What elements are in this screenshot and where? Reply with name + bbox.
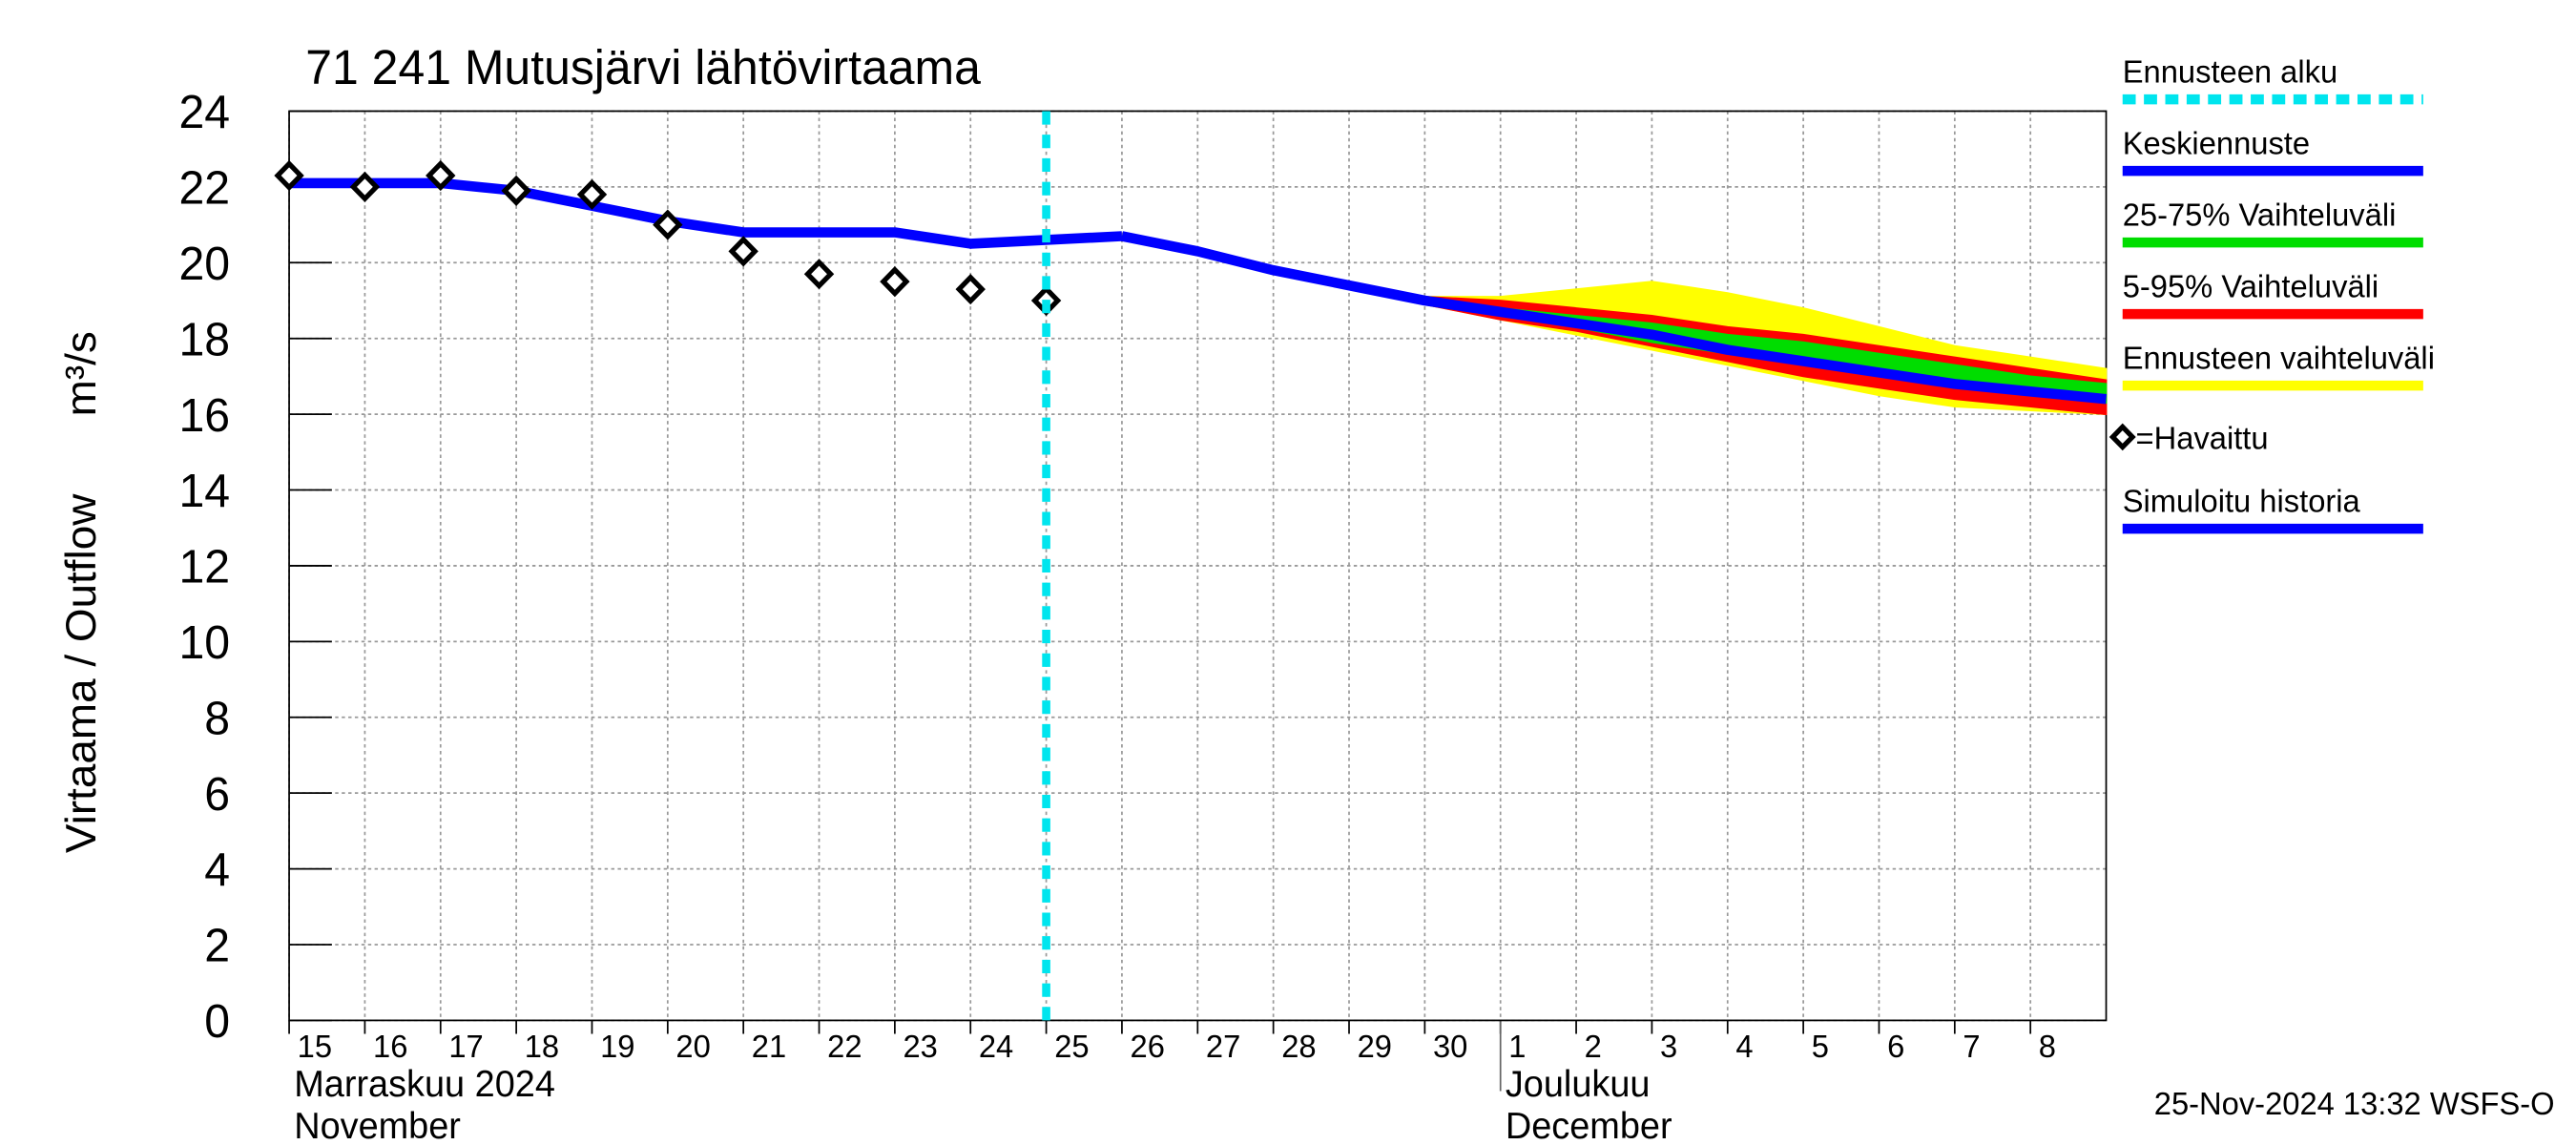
month-label: November <box>294 1106 461 1145</box>
y-tick-label: 12 <box>178 541 230 593</box>
marker <box>728 236 758 267</box>
y-tick-label: 14 <box>178 466 230 518</box>
x-tick-label: 17 <box>448 1030 483 1065</box>
x-tick-label: 6 <box>1887 1030 1904 1065</box>
legend-label: Ennusteen vaihteluväli <box>2123 341 2435 376</box>
y-tick-label: 6 <box>204 768 230 821</box>
y-tick-label: 22 <box>178 162 230 215</box>
legend-label: =Havaittu <box>2136 421 2269 456</box>
x-tick-label: 7 <box>1963 1030 1980 1065</box>
legend-marker <box>2109 423 2136 451</box>
x-tick-label: 29 <box>1358 1030 1392 1065</box>
line <box>1120 231 2108 405</box>
legend-label: Keskiennuste <box>2123 126 2310 161</box>
x-tick-label: 1 <box>1508 1030 1526 1065</box>
x-tick-label: 26 <box>1131 1030 1165 1065</box>
marker <box>426 159 456 192</box>
x-tick-label: 21 <box>752 1030 786 1065</box>
x-tick-label: 30 <box>1433 1030 1467 1065</box>
x-tick-label: 22 <box>827 1030 862 1065</box>
y-tick-label: 24 <box>178 87 230 139</box>
plot-frame <box>288 110 2108 1022</box>
x-tick-label: 24 <box>979 1030 1013 1065</box>
x-tick-label: 27 <box>1206 1030 1240 1065</box>
x-tick-label: 4 <box>1735 1030 1753 1065</box>
line <box>289 177 1123 249</box>
legend-label: Ennusteen alku <box>2123 54 2337 90</box>
legend-label: Simuloitu historia <box>2123 484 2361 519</box>
x-tick-label: 18 <box>525 1030 559 1065</box>
marker <box>274 159 304 192</box>
marker <box>576 178 608 210</box>
y-tick-label: 2 <box>204 920 230 972</box>
x-tick-label: 25 <box>1054 1030 1089 1065</box>
x-tick-label: 2 <box>1585 1030 1602 1065</box>
month-label: Marraskuu 2024 <box>294 1063 555 1105</box>
x-tick-label: 20 <box>675 1030 710 1065</box>
legend-label: 5-95% Vaihteluväli <box>2123 269 2379 304</box>
marker <box>955 273 986 305</box>
y-tick-label: 16 <box>178 389 230 442</box>
y-tick-label: 8 <box>204 693 230 745</box>
y-tick-label: 18 <box>178 314 230 366</box>
marker <box>653 209 683 240</box>
month-label: Joulukuu <box>1506 1063 1651 1105</box>
x-tick-label: 23 <box>903 1030 937 1065</box>
x-tick-label: 5 <box>1812 1030 1829 1065</box>
x-tick-label: 8 <box>2039 1030 2056 1065</box>
month-label: December <box>1506 1106 1672 1145</box>
y-axis-label: Virtaama / Outflow <box>56 493 104 853</box>
x-tick-label: 15 <box>298 1030 332 1065</box>
marker <box>501 175 531 206</box>
x-tick-label: 16 <box>373 1030 407 1065</box>
marker <box>803 259 835 290</box>
y-tick-label: 20 <box>178 238 230 290</box>
y-tick-label: 0 <box>204 996 230 1049</box>
marker <box>880 266 910 298</box>
x-tick-label: 19 <box>600 1030 634 1065</box>
y-tick-label: 4 <box>204 844 230 897</box>
legend-label: 25-75% Vaihteluväli <box>2123 198 2397 233</box>
footer: 25-Nov-2024 13:32 WSFS-O <box>2154 1087 2555 1122</box>
y-tick-label: 10 <box>178 616 230 669</box>
x-tick-label: 28 <box>1281 1030 1316 1065</box>
x-tick-label: 3 <box>1660 1030 1677 1065</box>
chart-title: 71 241 Mutusjärvi lähtövirtaama <box>305 40 981 95</box>
marker <box>349 171 381 202</box>
y-axis-unit: m³/s <box>56 331 104 416</box>
